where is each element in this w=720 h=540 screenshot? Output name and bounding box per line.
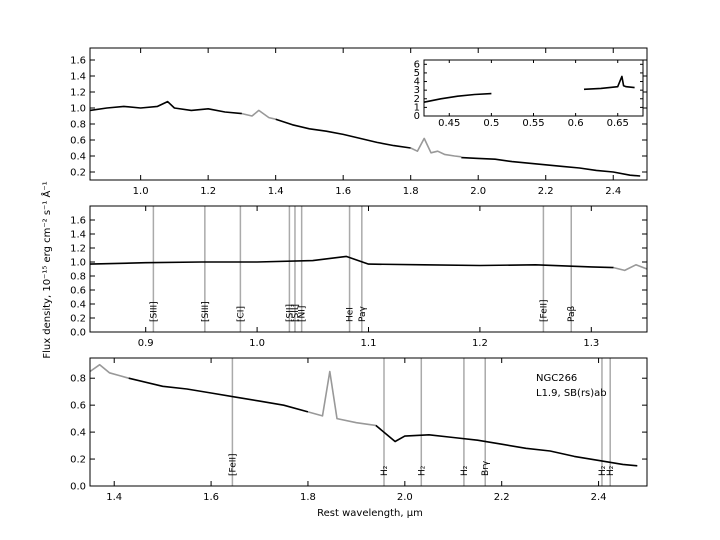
line-marker-label: HeI bbox=[346, 307, 356, 322]
y-tick-label: 6 bbox=[414, 59, 420, 70]
spectrum-series bbox=[583, 75, 635, 91]
x-axis-label: Rest wavelength, μm bbox=[317, 508, 423, 519]
x-tick-label: 2.0 bbox=[397, 492, 413, 503]
x-tick-label: 1.6 bbox=[335, 186, 351, 197]
x-tick-label: 2.4 bbox=[605, 186, 621, 197]
y-tick-label: 0.4 bbox=[70, 300, 86, 311]
x-tick-label: 1.8 bbox=[300, 492, 316, 503]
spectrum-series bbox=[307, 370, 376, 427]
x-tick-label: 0.65 bbox=[607, 118, 629, 129]
line-marker-label: H₂ bbox=[598, 465, 608, 476]
x-tick-label: 1.4 bbox=[268, 186, 284, 197]
x-tick-label: 1.0 bbox=[133, 186, 149, 197]
plot-area bbox=[90, 358, 647, 486]
spectrum-series bbox=[410, 137, 462, 158]
spectrum-series bbox=[89, 363, 129, 379]
line-marker-label: [SII] bbox=[291, 304, 301, 322]
line-marker-label: [SIII] bbox=[201, 301, 211, 322]
x-tick-label: 0.55 bbox=[522, 118, 544, 129]
spectrum-series bbox=[275, 118, 411, 149]
spectrum-series bbox=[89, 255, 614, 269]
y-tick-label: 1.6 bbox=[70, 216, 86, 227]
y-tick-label: 3 bbox=[414, 85, 420, 96]
x-tick-label: 1.0 bbox=[249, 338, 265, 349]
spectrum-series bbox=[89, 100, 242, 115]
line-marker-label: Brγ bbox=[481, 460, 491, 476]
x-tick-label: 2.0 bbox=[470, 186, 486, 197]
line-marker-label: [CI] bbox=[236, 306, 246, 322]
line-marker-label: [FeII] bbox=[228, 453, 238, 476]
y-tick-label: 1.0 bbox=[70, 258, 86, 269]
spectrum-series bbox=[613, 263, 648, 272]
x-tick-label: 1.1 bbox=[361, 338, 377, 349]
y-tick-label: 1.0 bbox=[70, 104, 86, 115]
line-marker-label: Paγ bbox=[358, 305, 368, 322]
y-tick-label: 0.2 bbox=[70, 168, 86, 179]
y-tick-label: 0.6 bbox=[70, 286, 86, 297]
spectrum-series bbox=[423, 92, 492, 103]
x-tick-label: 1.4 bbox=[106, 492, 122, 503]
x-tick-label: 1.2 bbox=[200, 186, 216, 197]
line-marker-label: [SIII] bbox=[149, 301, 159, 322]
x-tick-label: 2.2 bbox=[494, 492, 510, 503]
y-tick-label: 1.6 bbox=[70, 56, 86, 67]
y-tick-label: 0.8 bbox=[70, 272, 86, 283]
x-tick-label: 1.8 bbox=[403, 186, 419, 197]
spectrum-series bbox=[461, 156, 641, 177]
axes-frame bbox=[89, 357, 648, 487]
object-class: L1.9, SB(rs)ab bbox=[536, 388, 607, 399]
y-axis-label: Flux density, 10⁻¹⁵ erg cm⁻² s⁻¹ Å⁻¹ bbox=[40, 181, 53, 358]
x-tick-label: 0.5 bbox=[483, 118, 499, 129]
y-tick-label: 1 bbox=[414, 102, 420, 113]
y-tick-label: 0 bbox=[414, 111, 420, 122]
y-tick-label: 0.0 bbox=[70, 482, 86, 493]
plot-area bbox=[90, 206, 647, 332]
x-tick-label: 2.4 bbox=[591, 492, 607, 503]
x-tick-label: 1.6 bbox=[203, 492, 219, 503]
y-tick-label: 0.2 bbox=[70, 455, 86, 466]
y-tick-label: 1.4 bbox=[70, 230, 86, 241]
line-marker-label: [SII] bbox=[285, 304, 295, 322]
x-tick-label: 0.45 bbox=[438, 118, 460, 129]
y-tick-label: 0.8 bbox=[70, 374, 86, 385]
line-marker-label: H₂ bbox=[380, 465, 390, 476]
x-tick-label: 0.6 bbox=[568, 118, 584, 129]
object-name: NGC266 bbox=[536, 373, 577, 384]
y-tick-label: 0.4 bbox=[70, 152, 86, 163]
y-tick-label: 0.8 bbox=[70, 120, 86, 131]
x-tick-label: 2.2 bbox=[538, 186, 554, 197]
x-tick-label: 0.9 bbox=[138, 338, 154, 349]
y-tick-label: 0.2 bbox=[70, 314, 86, 325]
y-tick-label: 0.4 bbox=[70, 428, 86, 439]
x-tick-label: 1.2 bbox=[472, 338, 488, 349]
axes-frame bbox=[89, 47, 648, 181]
line-marker-label: [FeII] bbox=[539, 299, 549, 322]
panel-middle: [SIII] [SIII] [CI] [SII][SII][NI] HeI Paγ [FeI… bbox=[70, 205, 648, 349]
line-marker-label: [NI] bbox=[298, 306, 308, 322]
y-tick-label: 1.4 bbox=[70, 72, 86, 83]
spectrum-series bbox=[128, 377, 309, 413]
y-tick-label: 0.6 bbox=[70, 401, 86, 412]
y-tick-label: 0.0 bbox=[70, 328, 86, 339]
spectrum-series bbox=[375, 424, 638, 467]
line-marker-label: Paβ bbox=[567, 305, 577, 322]
spectrum-series bbox=[241, 109, 276, 120]
line-marker-label: H₂ bbox=[460, 465, 470, 476]
line-marker-label: H₂ bbox=[417, 465, 427, 476]
y-tick-label: 5 bbox=[414, 68, 420, 79]
y-tick-label: 1.2 bbox=[70, 244, 86, 255]
y-tick-label: 2 bbox=[414, 94, 420, 105]
y-tick-label: 0.6 bbox=[70, 136, 86, 147]
x-tick-label: 1.3 bbox=[583, 338, 599, 349]
y-tick-label: 4 bbox=[414, 77, 420, 88]
y-tick-label: 1.2 bbox=[70, 88, 86, 99]
line-marker-label: H₂ bbox=[606, 465, 616, 476]
